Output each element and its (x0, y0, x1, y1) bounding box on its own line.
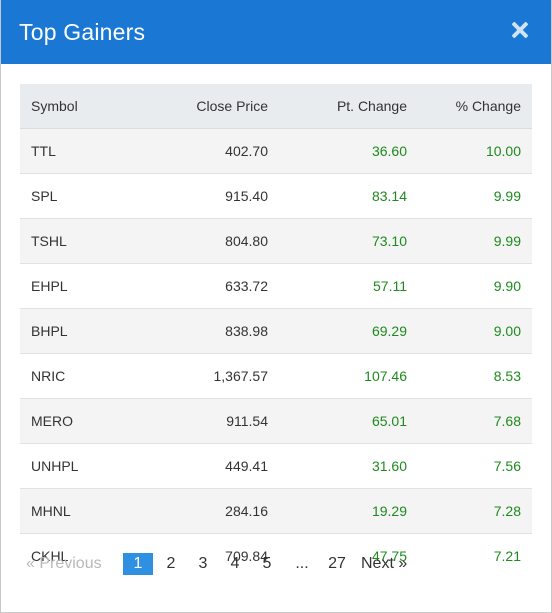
pt-change-cell: 31.60 (269, 443, 408, 489)
close-price-cell: 911.54 (142, 398, 269, 444)
table-row[interactable]: NRIC 1,367.57 107.46 8.53 (20, 353, 532, 399)
column-header-pct-change[interactable]: % Change (408, 84, 532, 129)
pt-change-cell: 65.01 (269, 398, 408, 444)
close-price-cell: 709.84 (142, 533, 269, 578)
table-row[interactable]: MHNL 284.16 19.29 7.28 (20, 488, 532, 534)
pct-change-cell: 8.53 (408, 353, 532, 399)
table-row[interactable]: BHPL 838.98 69.29 9.00 (20, 308, 532, 354)
table-row[interactable]: CKHL 709.84 47.75 7.21 (20, 533, 532, 578)
symbol-cell: MERO (20, 398, 142, 444)
symbol-cell: SPL (20, 173, 142, 219)
pt-change-cell: 36.60 (269, 128, 408, 174)
symbol-cell: UNHPL (20, 443, 142, 489)
pagination: « Previous 1 2 3 4 5 ... 27 Next » (26, 552, 421, 576)
pct-change-cell: 7.56 (408, 443, 532, 489)
pct-change-cell: 10.00 (408, 128, 532, 174)
pagination-previous[interactable]: « Previous (26, 555, 102, 572)
pt-change-cell: 69.29 (269, 308, 408, 354)
close-price-cell: 838.98 (142, 308, 269, 354)
pagination-page-1[interactable]: 1 (123, 553, 153, 575)
gainers-table-container: Symbol Close Price Pt. Change % Change T… (20, 84, 532, 578)
modal-title: Top Gainers (19, 18, 146, 45)
modal-header: Top Gainers (1, 0, 551, 64)
close-price-cell: 402.70 (142, 128, 269, 174)
pagination-page-last[interactable]: 27 (328, 555, 346, 572)
pagination-ellipsis: ... (295, 555, 309, 572)
close-price-cell: 804.80 (142, 218, 269, 264)
symbol-cell: TTL (20, 128, 142, 174)
pagination-next[interactable]: Next » (361, 555, 408, 572)
pagination-page-2[interactable]: 2 (166, 555, 176, 572)
pct-change-cell: 7.68 (408, 398, 532, 444)
close-price-cell: 284.16 (142, 488, 269, 534)
symbol-cell: MHNL (20, 488, 142, 534)
symbol-cell: BHPL (20, 308, 142, 354)
pct-change-cell: 9.99 (408, 173, 532, 219)
pct-change-cell: 7.21 (408, 533, 532, 578)
close-price-cell: 1,367.57 (142, 353, 269, 399)
gainers-table: Symbol Close Price Pt. Change % Change T… (20, 84, 532, 578)
pct-change-cell: 9.00 (408, 308, 532, 354)
pt-change-cell: 47.75 (269, 533, 408, 578)
close-price-cell: 633.72 (142, 263, 269, 309)
close-price-cell: 449.41 (142, 443, 269, 489)
pagination-page-3[interactable]: 3 (198, 555, 208, 572)
pct-change-cell: 9.99 (408, 218, 532, 264)
table-row[interactable]: TSHL 804.80 73.10 9.99 (20, 218, 532, 264)
symbol-cell: CKHL (20, 533, 142, 578)
table-row[interactable]: UNHPL 449.41 31.60 7.56 (20, 443, 532, 489)
column-header-close-price[interactable]: Close Price (142, 84, 269, 129)
symbol-cell: TSHL (20, 218, 142, 264)
table-row[interactable]: EHPL 633.72 57.11 9.90 (20, 263, 532, 309)
pct-change-cell: 7.28 (408, 488, 532, 534)
pt-change-cell: 57.11 (269, 263, 408, 309)
column-header-symbol[interactable]: Symbol (20, 84, 142, 129)
symbol-cell: NRIC (20, 353, 142, 399)
column-header-pt-change[interactable]: Pt. Change (269, 84, 408, 129)
close-icon[interactable] (509, 19, 531, 41)
pt-change-cell: 73.10 (269, 218, 408, 264)
pagination-page-4[interactable]: 4 (230, 555, 240, 572)
table-header-row: Symbol Close Price Pt. Change % Change (20, 84, 532, 129)
pt-change-cell: 107.46 (269, 353, 408, 399)
table-row[interactable]: TTL 402.70 36.60 10.00 (20, 128, 532, 174)
pagination-page-5[interactable]: 5 (262, 555, 272, 572)
pct-change-cell: 9.90 (408, 263, 532, 309)
table-row[interactable]: SPL 915.40 83.14 9.99 (20, 173, 532, 219)
close-price-cell: 915.40 (142, 173, 269, 219)
pt-change-cell: 83.14 (269, 173, 408, 219)
pt-change-cell: 19.29 (269, 488, 408, 534)
symbol-cell: EHPL (20, 263, 142, 309)
table-row[interactable]: MERO 911.54 65.01 7.68 (20, 398, 532, 444)
